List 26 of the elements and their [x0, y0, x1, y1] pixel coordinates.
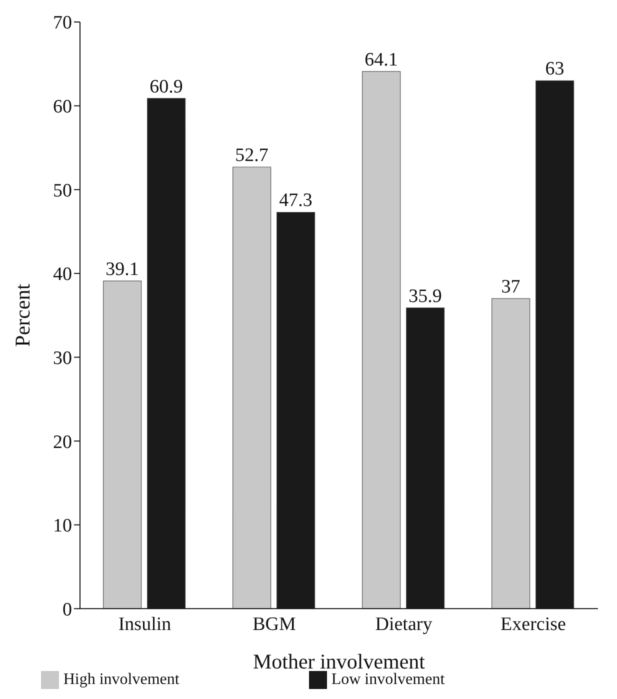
- y-tick-label: 60: [53, 96, 72, 118]
- y-tick-label: 50: [53, 180, 72, 202]
- data-label: 60.9: [150, 76, 183, 98]
- bar: [362, 71, 401, 609]
- data-label: 52.7: [235, 144, 268, 166]
- data-label: 64.1: [364, 49, 398, 70]
- bar: [492, 298, 530, 609]
- y-tick-label: 0: [62, 599, 72, 620]
- legend-label: High involvement: [63, 670, 180, 688]
- bar: [103, 280, 142, 609]
- y-tick-label: 20: [53, 432, 72, 453]
- data-label: 37: [501, 276, 520, 298]
- y-tick-label: 70: [53, 12, 72, 34]
- y-tick-label: 30: [53, 348, 72, 369]
- data-label: 47.3: [279, 190, 312, 212]
- x-tick-label: Dietary: [375, 614, 433, 636]
- data-label: 63: [545, 58, 564, 80]
- x-tick-label: Exercise: [500, 614, 566, 636]
- data-label: 39.1: [106, 258, 139, 280]
- y-tick-label: 10: [53, 516, 72, 537]
- y-tick-label: 40: [53, 264, 72, 286]
- x-tick-label: BGM: [252, 614, 296, 636]
- bar: [232, 166, 272, 609]
- data-label: 35.9: [408, 286, 442, 307]
- x-tick-label: Insulin: [118, 614, 172, 636]
- y-axis-title: Percent: [10, 284, 34, 347]
